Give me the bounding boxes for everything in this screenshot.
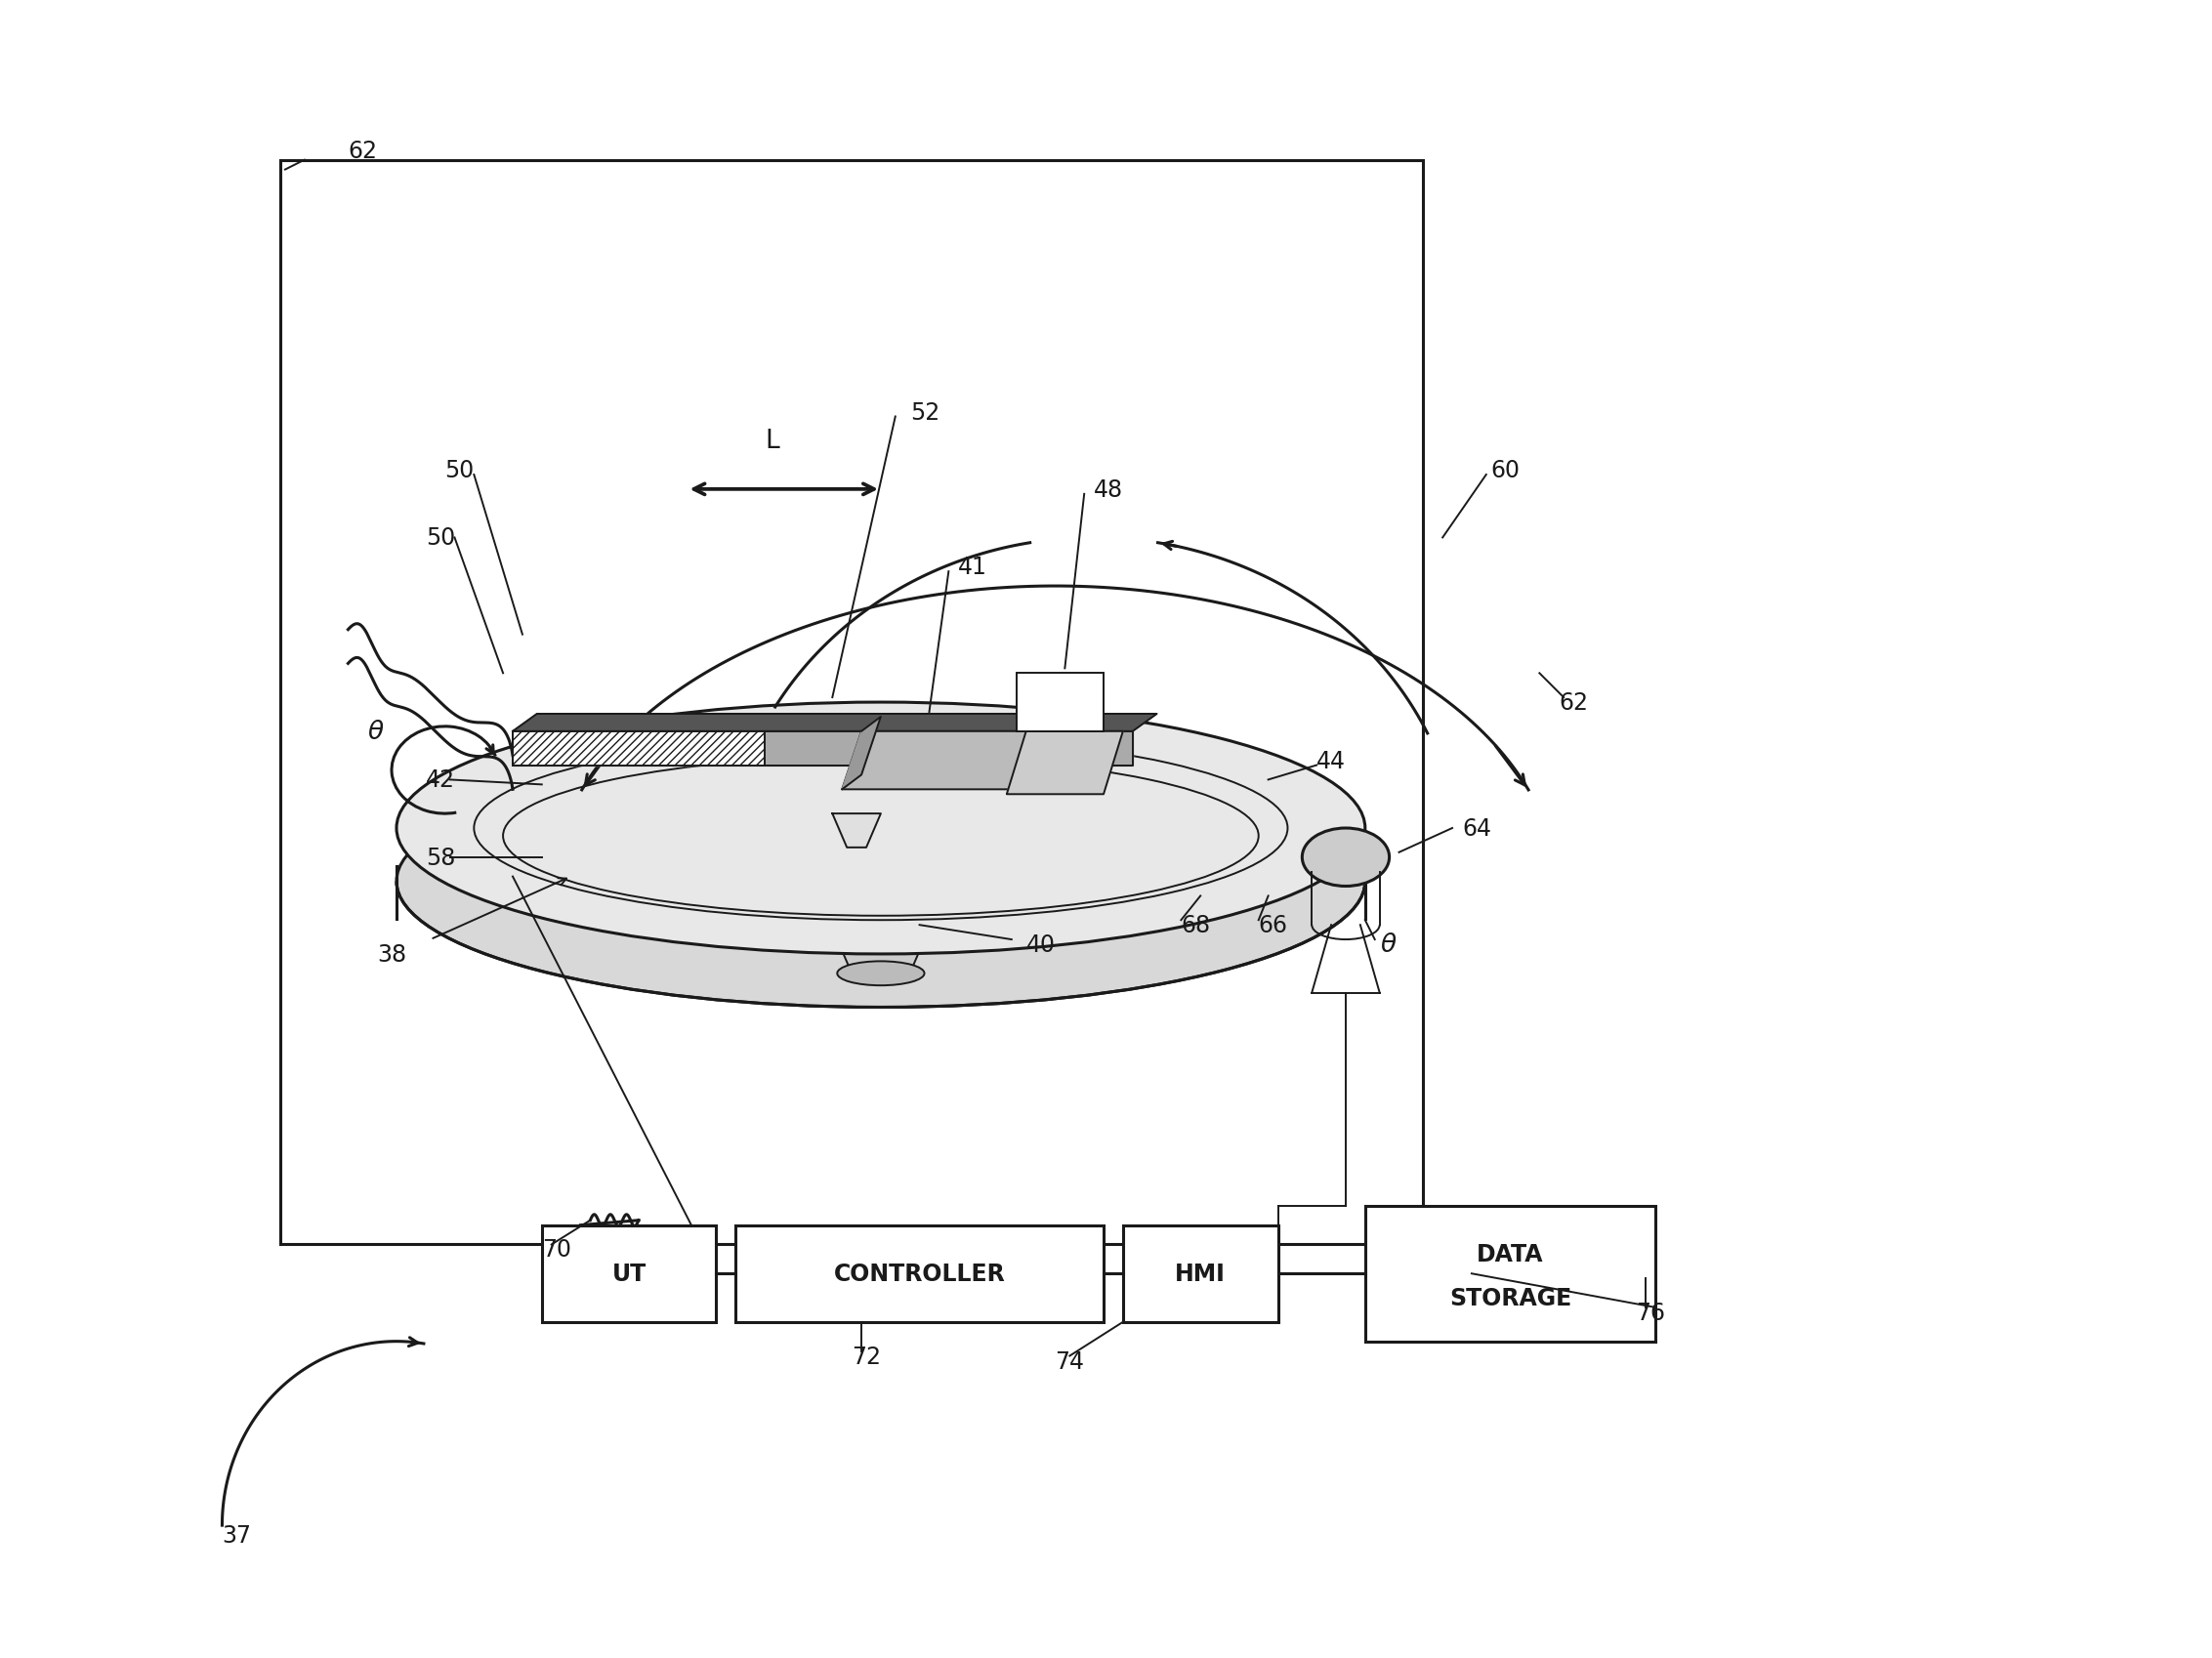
Bar	[1365, 1205, 1657, 1341]
Text: HMI: HMI	[1175, 1262, 1225, 1285]
Text: UT: UT	[613, 1262, 646, 1285]
Text: 68: 68	[1181, 914, 1210, 937]
Text: L: L	[765, 429, 779, 454]
Text: 64: 64	[1462, 817, 1491, 841]
Polygon shape	[1006, 731, 1124, 794]
Polygon shape	[843, 731, 1055, 789]
Ellipse shape	[1303, 829, 1389, 887]
Text: 42: 42	[425, 768, 456, 793]
Bar	[513, 731, 765, 766]
Text: 50: 50	[445, 459, 473, 482]
Bar	[1124, 1225, 1279, 1321]
Text: 74: 74	[1055, 1350, 1084, 1373]
Text: STORAGE: STORAGE	[1449, 1287, 1571, 1310]
Polygon shape	[832, 814, 880, 847]
Text: 76: 76	[1637, 1302, 1666, 1325]
Bar	[542, 1225, 717, 1321]
Text: 48: 48	[1095, 478, 1124, 501]
Bar	[281, 161, 1422, 1245]
Text: 62: 62	[347, 139, 378, 162]
Ellipse shape	[836, 962, 925, 987]
Text: 58: 58	[425, 846, 456, 869]
Polygon shape	[513, 715, 1157, 731]
Text: CONTROLLER: CONTROLLER	[834, 1262, 1006, 1285]
Text: 66: 66	[1259, 914, 1287, 937]
Ellipse shape	[396, 756, 1365, 1008]
Bar	[1015, 673, 1104, 731]
Text: $\theta$: $\theta$	[1380, 932, 1396, 957]
Text: 70: 70	[542, 1239, 571, 1262]
Text: 41: 41	[958, 555, 987, 579]
Text: 38: 38	[376, 943, 407, 967]
Text: 37: 37	[221, 1524, 252, 1547]
Text: 60: 60	[1491, 459, 1520, 482]
Text: 44: 44	[1316, 749, 1345, 773]
Text: 62: 62	[1559, 691, 1588, 715]
Polygon shape	[823, 905, 938, 973]
Polygon shape	[843, 718, 880, 789]
Text: 52: 52	[909, 401, 940, 424]
Text: 72: 72	[852, 1345, 880, 1368]
Bar	[737, 1225, 1104, 1321]
Ellipse shape	[396, 703, 1365, 955]
Text: 50: 50	[425, 527, 456, 550]
Polygon shape	[513, 731, 1133, 766]
Text: 40: 40	[1026, 933, 1055, 957]
Text: DATA: DATA	[1478, 1244, 1544, 1267]
Text: $\theta$: $\theta$	[367, 720, 385, 744]
